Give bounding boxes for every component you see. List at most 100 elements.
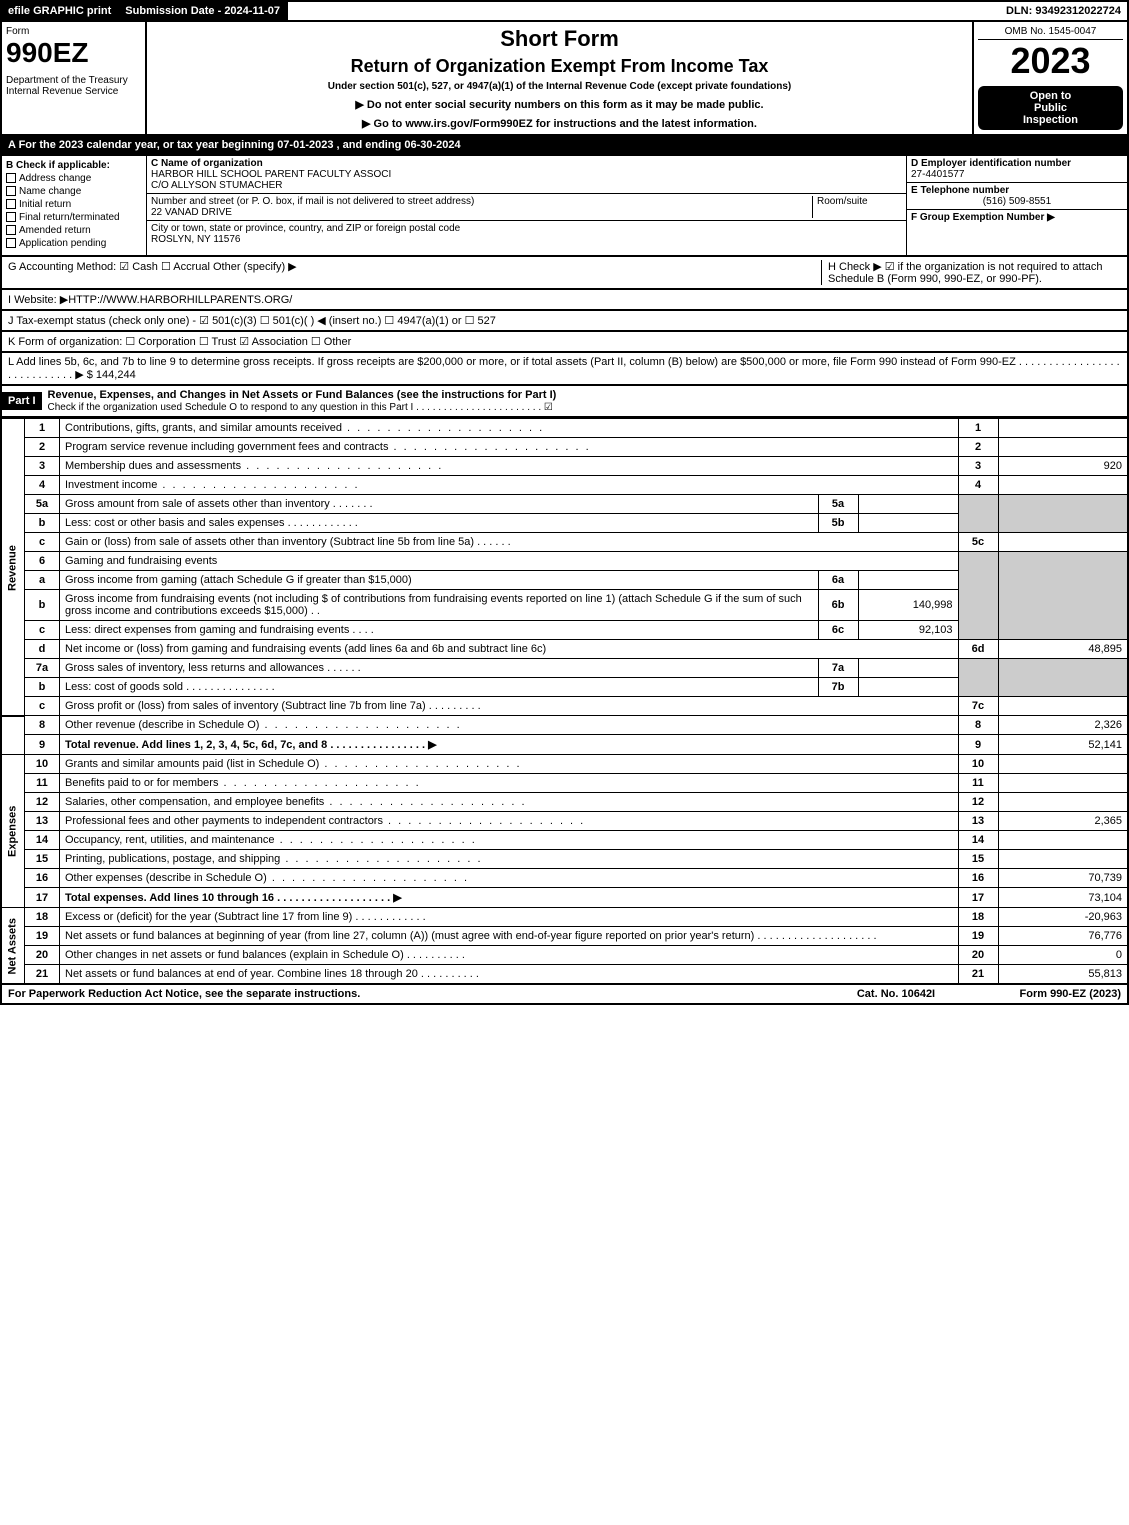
- line-18-rn: 18: [958, 908, 998, 927]
- line-5a-desc: Gross amount from sale of assets other t…: [60, 495, 819, 514]
- dept-label: Department of the Treasury: [6, 75, 141, 86]
- info-grid: B Check if applicable: Address change Na…: [0, 156, 1129, 257]
- line-6b-desc: Gross income from fundraising events (no…: [60, 590, 819, 621]
- line-11-val: [998, 774, 1128, 793]
- line-12-desc: Salaries, other compensation, and employ…: [60, 793, 959, 812]
- footer: For Paperwork Reduction Act Notice, see …: [0, 985, 1129, 1005]
- line-6a-mv: [858, 571, 958, 590]
- check-initial-return: Initial return: [6, 199, 142, 210]
- line-7a-num: 7a: [25, 659, 60, 678]
- line-4-val: [998, 476, 1128, 495]
- line-6a-desc: Gross income from gaming (attach Schedul…: [60, 571, 819, 590]
- address-label: Number and street (or P. O. box, if mail…: [151, 196, 474, 207]
- part1-table: Revenue 1 Contributions, gifts, grants, …: [0, 418, 1129, 985]
- footer-form: Form 990-EZ (2023): [971, 988, 1121, 1000]
- line-2-num: 2: [25, 438, 60, 457]
- line-7a-mv: [858, 659, 958, 678]
- part1-header-row: Part I Revenue, Expenses, and Changes in…: [0, 386, 1129, 418]
- phone-value: (516) 509-8551: [911, 196, 1123, 207]
- line-10-desc: Grants and similar amounts paid (list in…: [60, 755, 959, 774]
- line-15-num: 15: [25, 850, 60, 869]
- check-address-change: Address change: [6, 173, 142, 184]
- line-18-val: -20,963: [998, 908, 1128, 927]
- line-18-num: 18: [25, 908, 60, 927]
- inspection-box: Open to Public Inspection: [978, 86, 1123, 130]
- form-header: Form 990EZ Department of the Treasury In…: [0, 22, 1129, 136]
- section-h: H Check ▶ ☑ if the organization is not r…: [821, 260, 1121, 285]
- line-16-rn: 16: [958, 869, 998, 888]
- line-7a-desc: Gross sales of inventory, less returns a…: [60, 659, 819, 678]
- part1-title: Revenue, Expenses, and Changes in Net As…: [42, 386, 1127, 416]
- line-5b-num: b: [25, 514, 60, 533]
- line-8-desc: Other revenue (describe in Schedule O): [60, 716, 959, 735]
- line-5ab-shaded-val: [998, 495, 1128, 533]
- check-final-return: Final return/terminated: [6, 212, 142, 223]
- line-7b-mv: [858, 678, 958, 697]
- line-7a-mn: 7a: [818, 659, 858, 678]
- section-a: A For the 2023 calendar year, or tax yea…: [0, 136, 1129, 156]
- line-20-num: 20: [25, 946, 60, 965]
- line-6-desc: Gaming and fundraising events: [60, 552, 959, 571]
- line-17-rn: 17: [958, 888, 998, 908]
- section-gh: G Accounting Method: ☑ Cash ☐ Accrual Ot…: [0, 257, 1129, 290]
- line-8-num: 8: [25, 716, 60, 735]
- revenue-label: Revenue: [1, 419, 25, 716]
- line-8-rn: 8: [958, 716, 998, 735]
- line-6a-num: a: [25, 571, 60, 590]
- group-exemption-label: F Group Exemption Number ▶: [911, 212, 1055, 223]
- line-15-desc: Printing, publications, postage, and shi…: [60, 850, 959, 869]
- line-7c-rn: 7c: [958, 697, 998, 716]
- line-6b-num: b: [25, 590, 60, 621]
- omb-number: OMB No. 1545-0047: [978, 26, 1123, 40]
- line-5a-mv: [858, 495, 958, 514]
- line-5c-desc: Gain or (loss) from sale of assets other…: [60, 533, 959, 552]
- section-j: J Tax-exempt status (check only one) - ☑…: [0, 311, 1129, 332]
- line-5b-mn: 5b: [818, 514, 858, 533]
- line-1-desc: Contributions, gifts, grants, and simila…: [60, 419, 959, 438]
- line-6d-desc: Net income or (loss) from gaming and fun…: [60, 640, 959, 659]
- line-6b-mn: 6b: [818, 590, 858, 621]
- inspection-line1: Open to: [982, 90, 1119, 102]
- section-b-title: B Check if applicable:: [6, 160, 142, 171]
- section-i: I Website: ▶HTTP://WWW.HARBORHILLPARENTS…: [0, 290, 1129, 311]
- line-9-desc: Total revenue. Add lines 1, 2, 3, 4, 5c,…: [60, 735, 959, 755]
- form-label: Form: [6, 26, 141, 37]
- line-6d-val: 48,895: [998, 640, 1128, 659]
- line-16-val: 70,739: [998, 869, 1128, 888]
- line-19-num: 19: [25, 927, 60, 946]
- line-19-rn: 19: [958, 927, 998, 946]
- line-5b-desc: Less: cost or other basis and sales expe…: [60, 514, 819, 533]
- line-7c-desc: Gross profit or (loss) from sales of inv…: [60, 697, 959, 716]
- line-12-val: [998, 793, 1128, 812]
- line-9-num: 9: [25, 735, 60, 755]
- netassets-label: Net Assets: [1, 908, 25, 985]
- line-11-num: 11: [25, 774, 60, 793]
- line-5c-num: c: [25, 533, 60, 552]
- line-6-num: 6: [25, 552, 60, 571]
- line-19-val: 76,776: [998, 927, 1128, 946]
- org-address: 22 VANAD DRIVE: [151, 207, 232, 218]
- line-5a-num: 5a: [25, 495, 60, 514]
- line-13-num: 13: [25, 812, 60, 831]
- line-12-rn: 12: [958, 793, 998, 812]
- check-amended-return: Amended return: [6, 225, 142, 236]
- line-14-rn: 14: [958, 831, 998, 850]
- line-2-val: [998, 438, 1128, 457]
- room-suite-label: Room/suite: [812, 196, 902, 218]
- instruction-2: ▶ Go to www.irs.gov/Form990EZ for instru…: [151, 117, 968, 130]
- header-right: OMB No. 1545-0047 2023 Open to Public In…: [972, 22, 1127, 134]
- header-left: Form 990EZ Department of the Treasury In…: [2, 22, 147, 134]
- title-main: Return of Organization Exempt From Incom…: [151, 56, 968, 77]
- ein-label: D Employer identification number: [911, 158, 1071, 169]
- line-21-val: 55,813: [998, 965, 1128, 985]
- line-6a-mn: 6a: [818, 571, 858, 590]
- line-5c-val: [998, 533, 1128, 552]
- line-4-desc: Investment income: [60, 476, 959, 495]
- line-5b-mv: [858, 514, 958, 533]
- line-6-shaded: [958, 552, 998, 640]
- title-short: Short Form: [151, 26, 968, 52]
- line-2-desc: Program service revenue including govern…: [60, 438, 959, 457]
- org-name: HARBOR HILL SCHOOL PARENT FACULTY ASSOCI: [151, 169, 391, 180]
- footer-cat: Cat. No. 10642I: [821, 988, 971, 1000]
- irs-label: Internal Revenue Service: [6, 86, 141, 97]
